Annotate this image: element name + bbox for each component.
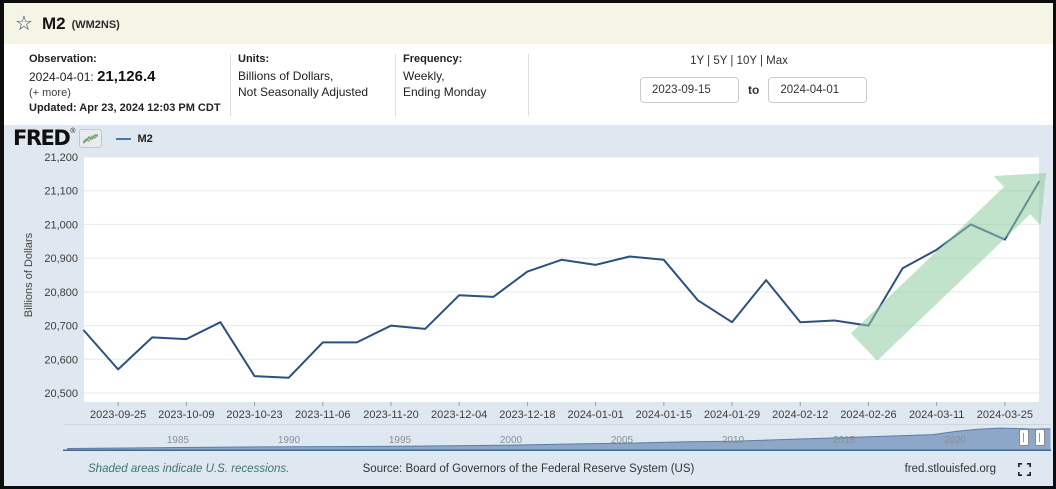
gridlines	[84, 156, 1039, 394]
fullscreen-icon[interactable]	[1018, 463, 1031, 481]
slider-mini-chart: 1985 1990 1995 2000 2005 2010 2015 2020	[63, 427, 1051, 452]
date-range-slider[interactable]: 1985 1990 1995 2000 2005 2010 2015 2020	[63, 424, 1051, 453]
x-tick-label: 2023-09-25	[90, 409, 146, 421]
slider-area-fill	[67, 428, 1051, 450]
legend-series-label: M2	[137, 132, 153, 145]
y-tick-label: 20,900	[44, 253, 78, 265]
slider-year-label: 2020	[944, 435, 967, 446]
more-observations-link[interactable]: (+ more)	[29, 87, 71, 99]
observation-value: 21,126.4	[97, 68, 156, 85]
registered-mark: ®	[70, 128, 76, 135]
plot-background	[84, 157, 1039, 402]
x-tick-label: 2024-02-12	[772, 409, 828, 421]
observation-date: 2024-04-01:	[29, 70, 94, 84]
x-axis-labels: 2023-09-25 2023-10-09 2023-10-23 2023-11-06…	[90, 402, 1033, 421]
slider-year-label: 2010	[722, 435, 745, 446]
slider-year-label: 2005	[611, 435, 634, 446]
series-id-label: (WM2NS)	[71, 19, 120, 31]
slider-left-handle[interactable]	[1019, 429, 1029, 446]
fred-logo: FRED	[13, 126, 71, 150]
slider-year-label: 2015	[833, 435, 856, 446]
x-tick-label: 2023-12-18	[499, 409, 555, 421]
units-label: Units:	[238, 53, 270, 65]
y-tick-label: 20,700	[44, 321, 78, 333]
column-divider	[230, 54, 231, 116]
to-label: to	[748, 83, 760, 97]
series-title: M2	[41, 13, 66, 33]
series-header: ☆ M2 (WM2NS)	[4, 3, 1053, 44]
column-divider	[395, 54, 396, 116]
x-tick-label: 2024-03-25	[977, 409, 1033, 421]
main-plot: 21,200 21,100 21,000 20,900 20,800 20,700 20,6…	[23, 152, 1046, 421]
column-divider	[528, 54, 529, 116]
y-tick-label: 20,800	[44, 287, 78, 299]
x-tick-label: 2024-01-29	[704, 409, 760, 421]
x-tick-label: 2023-11-06	[295, 409, 350, 421]
chart-area: FRED ® M2 21,200 21,100 21,000 20,900 20,800…	[4, 125, 1053, 486]
slider-year-label: 2000	[500, 435, 523, 446]
favorite-star-icon[interactable]: ☆	[15, 12, 33, 35]
legend-line-swatch	[116, 137, 132, 140]
range-preset-links[interactable]: 1Y | 5Y | 10Y | Max	[690, 55, 788, 67]
x-tick-label: 2023-12-04	[431, 409, 487, 421]
slider-area-outline	[66, 427, 1051, 449]
slider-year-label: 1995	[389, 435, 412, 446]
observation-block: Observation: 2024-04-01: 21,126.4 (+ mor…	[29, 53, 221, 114]
units-value-line1: Billions of Dollars,	[238, 69, 334, 83]
x-tick-label: 2024-01-15	[636, 409, 692, 421]
end-date-input[interactable]	[768, 77, 868, 103]
recessions-note: Shaded areas indicate U.S. recessions.	[88, 463, 290, 475]
x-tick-label: 2024-02-26	[840, 409, 896, 421]
y-tick-label: 21,200	[44, 152, 78, 164]
frequency-label: Frequency:	[403, 53, 463, 65]
y-axis-labels: 21,200 21,100 21,000 20,900 20,800 20,700 20,6…	[44, 152, 78, 400]
mini-chart-icon	[79, 129, 103, 148]
y-tick-label: 20,500	[44, 388, 78, 400]
x-tick-label: 2024-01-01	[567, 409, 623, 421]
observation-label: Observation:	[29, 53, 97, 65]
x-tick-label: 2024-03-11	[909, 409, 964, 421]
slider-right-handle[interactable]	[1035, 429, 1045, 446]
frequency-value-line1: Weekly,	[403, 69, 445, 83]
observation-value-line: 2024-04-01: 21,126.4	[29, 68, 221, 85]
y-tick-label: 20,600	[44, 354, 78, 366]
slider-year-label: 1990	[278, 435, 301, 446]
source-attribution: Source: Board of Governors of the Federa…	[362, 463, 695, 475]
slider-year-label: 1985	[167, 435, 190, 446]
site-url: fred.stlouisfed.org	[904, 463, 996, 475]
frequency-value-line2: Ending Monday	[403, 85, 487, 100]
start-date-input[interactable]	[640, 77, 739, 103]
x-tick-label: 2023-10-23	[226, 409, 282, 421]
date-range-controls: to	[640, 77, 868, 103]
trend-arrow-annotation	[850, 173, 1046, 361]
x-tick-label: 2023-10-09	[158, 409, 214, 421]
series-info-row: Observation: 2024-04-01: 21,126.4 (+ mor…	[4, 44, 1053, 125]
units-value-line2: Not Seasonally Adjusted	[238, 85, 369, 100]
y-tick-label: 21,000	[44, 219, 78, 231]
chart-branding-row: FRED ® M2	[13, 128, 153, 149]
y-tick-label: 21,100	[44, 186, 78, 198]
chart-footer: Shaded areas indicate U.S. recessions. S…	[4, 459, 1053, 483]
units-block: Units: Billions of Dollars, Not Seasonal…	[238, 53, 368, 100]
frequency-block: Frequency: Weekly, Ending Monday	[403, 53, 486, 100]
x-tick-label: 2023-11-20	[363, 409, 418, 421]
updated-timestamp: Updated: Apr 23, 2024 12:03 PM CDT	[29, 102, 221, 114]
y-axis-title: Billions of Dollars	[23, 232, 35, 317]
